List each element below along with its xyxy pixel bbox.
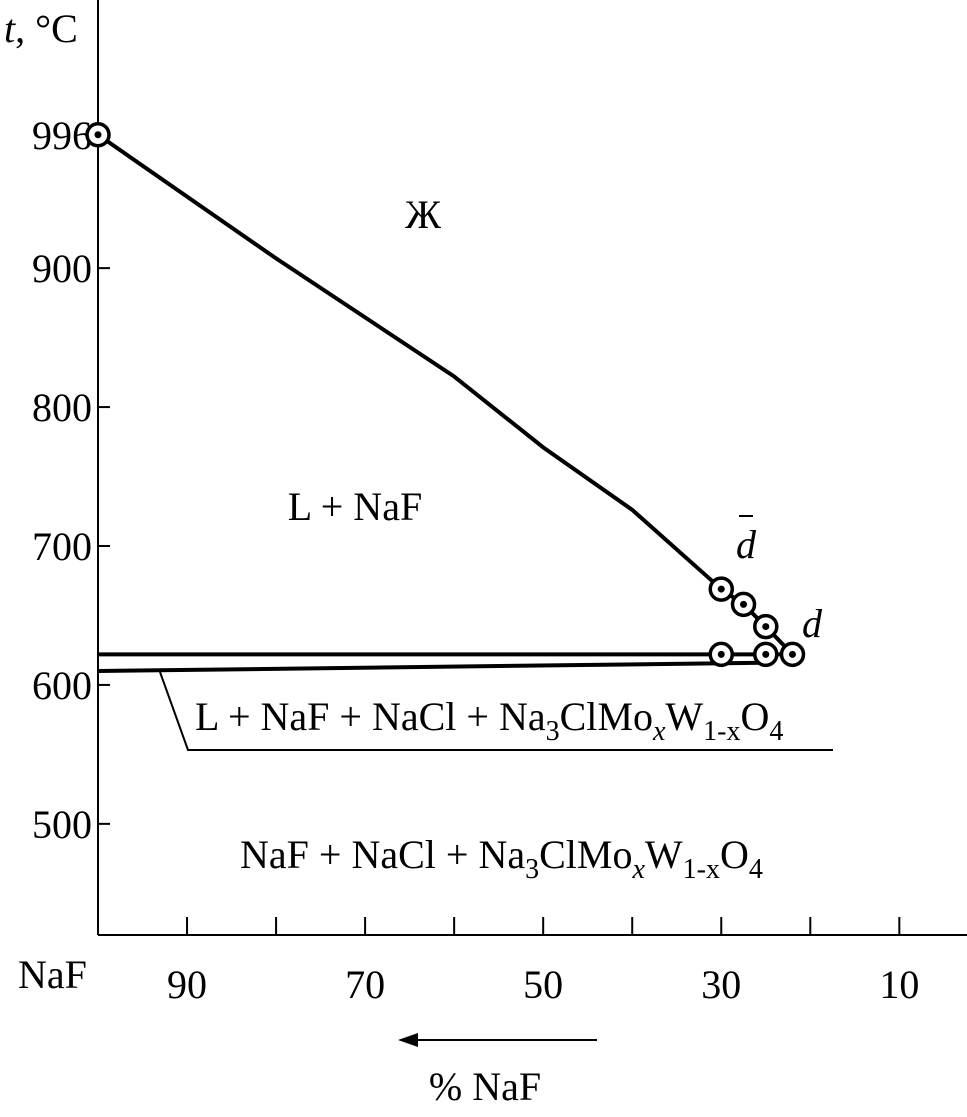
formula-part: 4 <box>749 854 763 885</box>
formula-part: W <box>665 694 703 739</box>
x-tick-label: 90 <box>167 962 207 1007</box>
y-axis-label: t, °C <box>4 6 78 51</box>
phase-line <box>96 133 723 591</box>
x-axis-label: % NaF <box>429 1064 541 1109</box>
point-dot <box>740 600 748 608</box>
point-label: d <box>736 522 757 567</box>
x-tick-label: 10 <box>879 962 919 1007</box>
formula-part: 4 <box>769 716 783 747</box>
formula-part: x <box>631 854 645 885</box>
region-label: Ж <box>405 192 441 237</box>
formula-part: x <box>652 716 666 747</box>
y-tick-label: 700 <box>32 524 92 569</box>
formula-part: O <box>740 694 769 739</box>
y-tick-label: 500 <box>32 802 92 847</box>
region-label: L + NaF <box>288 484 422 529</box>
x-tick-label: 30 <box>701 962 741 1007</box>
formula-part: ClMo <box>539 832 632 877</box>
formula-part: L + NaF + NaCl + Na <box>195 694 546 739</box>
y-axis-label-part: , °C <box>15 6 78 51</box>
leader-line <box>159 671 833 751</box>
formula-part: 3 <box>546 716 560 747</box>
formula-part: O <box>720 832 749 877</box>
y-tick-label: 996 <box>32 113 92 158</box>
point-label: d <box>802 601 823 646</box>
y-tick-label: 800 <box>32 385 92 430</box>
y-tick-label: 600 <box>32 663 92 708</box>
formula-part: 3 <box>525 854 539 885</box>
point-dot <box>94 131 102 139</box>
phase-line <box>720 587 794 656</box>
region-label: NaF + NaCl + Na3ClMoxW1-xO4 <box>240 832 763 885</box>
phase-line <box>97 660 766 674</box>
formula-part: 1-x <box>703 716 740 747</box>
formula-part: 1-x <box>683 854 720 885</box>
region-label: L + NaF + NaCl + Na3ClMoxW1-xO4 <box>195 694 783 747</box>
x-end-label: NaF <box>18 952 87 997</box>
formula-part: W <box>645 832 683 877</box>
point-dot <box>717 650 725 658</box>
x-tick-label: 70 <box>345 962 385 1007</box>
point-dot <box>762 623 770 631</box>
formula-part: ClMo <box>560 694 653 739</box>
y-axis-label-part: t <box>4 6 16 51</box>
arrow-head <box>398 1033 418 1047</box>
point-dot <box>717 585 725 593</box>
x-tick-label: 50 <box>523 962 563 1007</box>
y-tick-label: 900 <box>32 246 92 291</box>
point-dot <box>762 650 770 658</box>
point-dot <box>788 650 796 658</box>
formula-part: NaF + NaCl + Na <box>240 832 525 877</box>
